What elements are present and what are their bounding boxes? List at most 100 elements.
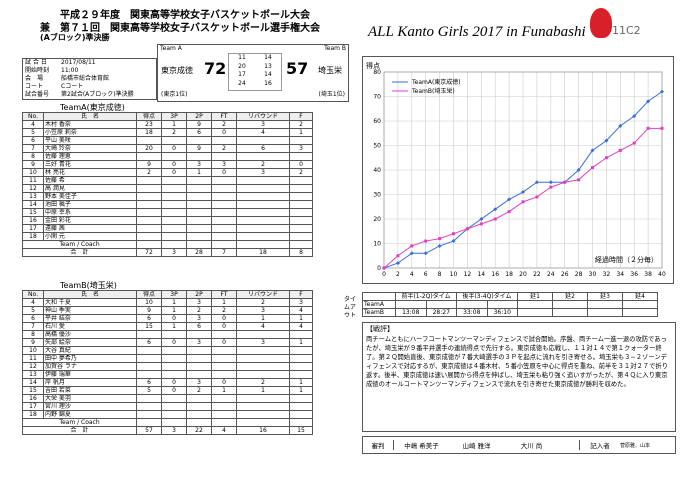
cell [136,208,162,217]
data-point [632,114,637,119]
cell: 0 [161,160,187,169]
data-point [395,261,400,266]
cell [186,410,212,419]
cell: 0 [211,168,237,177]
data-point [451,239,456,244]
cell [161,354,187,363]
total-cell: 28 [186,248,212,257]
team-a-table-wrap: No. 氏 名得点 3P 2P FT リバウンド F 4 木村 香奈 23 1 9 2 3 2 5 小笠原 莉奈… [22,112,313,257]
player-row: 6 平井 結奈 6 0 3 0 1 1 [22,314,313,323]
data-point [646,99,651,104]
total-cell: 16 [236,426,290,435]
player-row: 12 加賀谷 ラナ [22,362,313,371]
cell [236,152,290,161]
header-row: 前半(1-2Q)タイム 後半(3-4Q)タイム 延1 延2 延3 延4 [362,292,658,301]
quarter-row: 20 13 [229,63,281,72]
data-point [409,251,414,256]
cell: 1 [289,338,313,347]
cell [186,418,212,427]
timeout-cell: 36:10 [486,308,518,317]
cell [236,192,290,201]
data-point [576,168,581,172]
total-cell: 15 [289,426,313,435]
officials-row: 審判 中嶋 希美子 山崎 雅洋 大川 尚 記入者 菅原雅、山本 [362,436,676,454]
cell [136,176,162,185]
cell: 5 [136,386,162,395]
cell: 18 [136,128,162,137]
cell: 吉田 若菜 [43,386,137,395]
player-row: 14 岸 帆月 6 0 3 0 2 1 [22,378,313,387]
player-row: 4 木村 香奈 23 1 9 2 3 2 [22,120,313,129]
cell: 平山 美咲 [43,136,137,145]
timeout-cell [552,308,588,317]
cell: 遠藤 茜 [43,224,137,233]
cell: 17 [22,402,44,411]
cell [236,354,290,363]
cell: 1 [289,314,313,323]
code: 11C2 [612,24,641,37]
cell [289,330,313,339]
official-name: 山崎 雅洋 [462,442,491,450]
x-tick-label: 0 [382,271,386,278]
cell: 高橋 優沙 [43,330,137,339]
summary-heading: 【戦評】 [366,325,394,333]
cell [136,192,162,201]
quarter-a: 24 [238,79,246,87]
column-header: 得点 [136,112,162,121]
total-cell: 57 [136,426,162,435]
cell: 6 [236,144,290,153]
chart-frame [362,56,674,284]
player-row: 7 大崎 玲奈 20 0 9 2 6 3 [22,144,313,153]
data-point [423,251,428,256]
recorder: 菅原雅、山本 [620,442,651,449]
data-point [396,254,400,258]
cell: 3 [236,338,290,347]
player-row: 5 小笠原 莉奈 18 2 6 0 4 1 [22,128,313,137]
cell: 14 [22,378,44,387]
timeout-cell [517,300,553,309]
cell [161,136,187,145]
cell: 18 [22,410,44,419]
cell: 11 [22,176,44,185]
cell [161,192,187,201]
cell [289,362,313,371]
cell: 7 [22,322,44,331]
mascot-icon [590,8,612,38]
cell [289,418,313,427]
cell [236,200,290,209]
data-point [410,244,414,248]
data-point [549,185,553,189]
x-tick-label: 38 [644,271,652,278]
cell [236,184,290,193]
data-point [604,156,608,160]
cell: 20 [136,144,162,153]
cell [289,224,313,233]
cell: 0 [211,128,237,137]
game-info: 試 合 日 2017/08/11 開始時刻 11:00 会 場 船橋市総合体育館 コート Cコ… [22,58,157,100]
total-cell: 22 [186,426,212,435]
info-row: コート Cコート [23,83,156,91]
data-point [507,210,511,214]
timeout-cell: 33:08 [456,308,488,317]
cell [161,184,187,193]
timeout-cell [517,308,553,317]
cell [211,240,237,249]
cell: 16 [22,216,44,225]
timeout-header: 延3 [587,292,623,301]
player-row: 16 大栄 美羽 [22,394,313,403]
cell [186,216,212,225]
cell: 1 [211,298,237,307]
cell [186,224,212,233]
cell [161,216,187,225]
cell [186,184,212,193]
cell: 15 [22,386,44,395]
cell [161,176,187,185]
cell: 1 [289,128,313,137]
timeout-header: 延4 [622,292,658,301]
cell: 2 [236,160,290,169]
quarter-a: 11 [238,54,246,61]
cell: 2 [236,298,290,307]
cell: 3 [186,378,212,387]
cell: 中原 幸系 [43,208,137,217]
